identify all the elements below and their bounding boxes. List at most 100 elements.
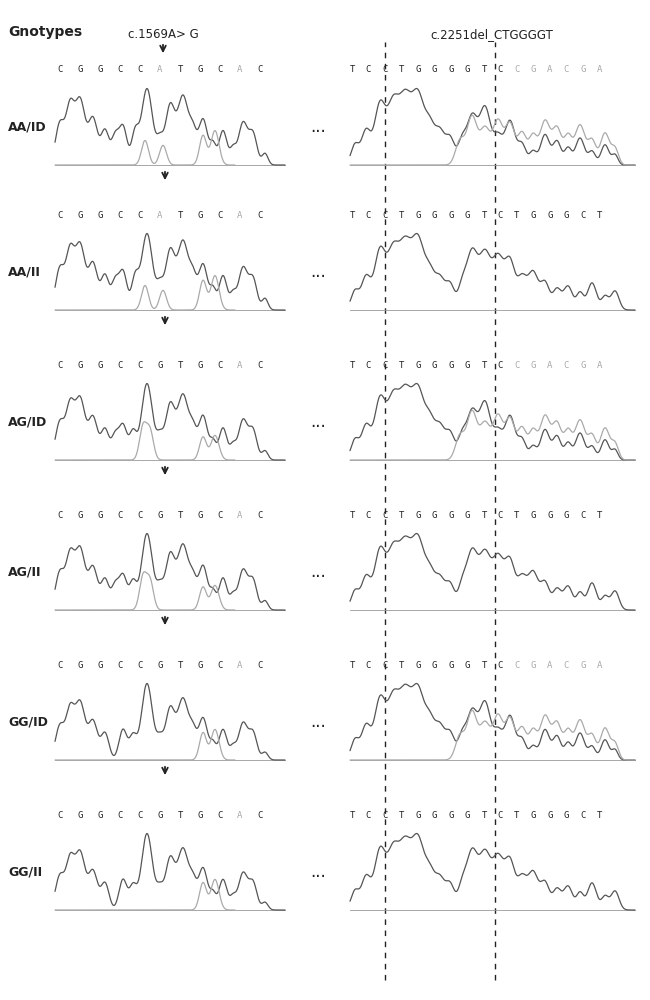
Text: G: G [77,510,83,520]
Text: C: C [580,211,586,220]
Text: A: A [237,810,242,820]
Text: C: C [257,211,263,220]
Text: G: G [415,211,421,220]
Text: A: A [547,660,552,670]
Text: AA/II: AA/II [8,265,41,278]
Text: A: A [547,66,552,75]
Text: G: G [77,66,83,75]
Text: AG/II: AG/II [8,565,42,578]
Text: G: G [432,660,437,670]
Text: ...: ... [310,563,326,581]
Text: T: T [349,810,355,820]
Text: C: C [137,810,143,820]
Text: c.2251del_CTGGGGT: c.2251del_CTGGGGT [430,28,553,41]
Text: C: C [57,660,62,670]
Text: C: C [366,66,371,75]
Text: C: C [217,660,223,670]
Text: G: G [448,211,454,220]
Text: T: T [514,211,520,220]
Text: C: C [137,211,143,220]
Text: C: C [382,810,387,820]
Text: ...: ... [310,118,326,136]
Text: G: G [580,66,586,75]
Text: G: G [198,810,203,820]
Text: G: G [432,510,437,520]
Text: G: G [98,66,103,75]
Text: C: C [564,660,569,670]
Text: A: A [547,360,552,369]
Text: C: C [117,510,123,520]
Text: C: C [498,360,503,369]
Text: T: T [349,66,355,75]
Text: G: G [198,510,203,520]
Text: C: C [257,510,263,520]
Text: C: C [117,211,123,220]
Text: C: C [498,66,503,75]
Text: c.1569A> G: c.1569A> G [127,28,198,41]
Text: G: G [157,810,162,820]
Text: C: C [366,510,371,520]
Text: G: G [98,211,103,220]
Text: C: C [366,660,371,670]
Text: C: C [257,360,263,369]
Text: T: T [349,660,355,670]
Text: G: G [564,211,569,220]
Text: C: C [366,360,371,369]
Text: T: T [597,810,602,820]
Text: C: C [117,66,123,75]
Text: G: G [415,660,421,670]
Text: T: T [349,360,355,369]
Text: T: T [597,510,602,520]
Text: C: C [117,360,123,369]
Text: ...: ... [310,863,326,881]
Text: A: A [237,360,242,369]
Text: C: C [257,66,263,75]
Text: T: T [481,510,487,520]
Text: T: T [481,211,487,220]
Text: G: G [432,360,437,369]
Text: C: C [57,360,62,369]
Text: C: C [57,66,62,75]
Text: G: G [432,211,437,220]
Text: C: C [57,211,62,220]
Text: T: T [481,660,487,670]
Text: C: C [257,810,263,820]
Text: G: G [198,66,203,75]
Text: A: A [237,660,242,670]
Text: C: C [217,66,223,75]
Text: GG/II: GG/II [8,865,42,878]
Text: ...: ... [310,413,326,431]
Text: G: G [415,510,421,520]
Text: G: G [98,510,103,520]
Text: G: G [157,510,162,520]
Text: G: G [580,360,586,369]
Text: G: G [580,660,586,670]
Text: G: G [157,360,162,369]
Text: C: C [137,510,143,520]
Text: C: C [514,660,520,670]
Text: G: G [77,660,83,670]
Text: T: T [399,360,404,369]
Text: G: G [415,360,421,369]
Text: C: C [366,810,371,820]
Text: G: G [465,211,470,220]
Text: C: C [580,510,586,520]
Text: T: T [481,810,487,820]
Text: A: A [597,660,602,670]
Text: A: A [597,66,602,75]
Text: GG/ID: GG/ID [8,715,48,728]
Text: AA/ID: AA/ID [8,120,47,133]
Text: T: T [514,510,520,520]
Text: G: G [465,360,470,369]
Text: C: C [382,211,387,220]
Text: C: C [564,360,569,369]
Text: A: A [237,510,242,520]
Text: G: G [465,810,470,820]
Text: G: G [465,66,470,75]
Text: G: G [531,660,536,670]
Text: C: C [137,660,143,670]
Text: C: C [514,66,520,75]
Text: G: G [564,510,569,520]
Text: A: A [157,66,162,75]
Text: G: G [432,66,437,75]
